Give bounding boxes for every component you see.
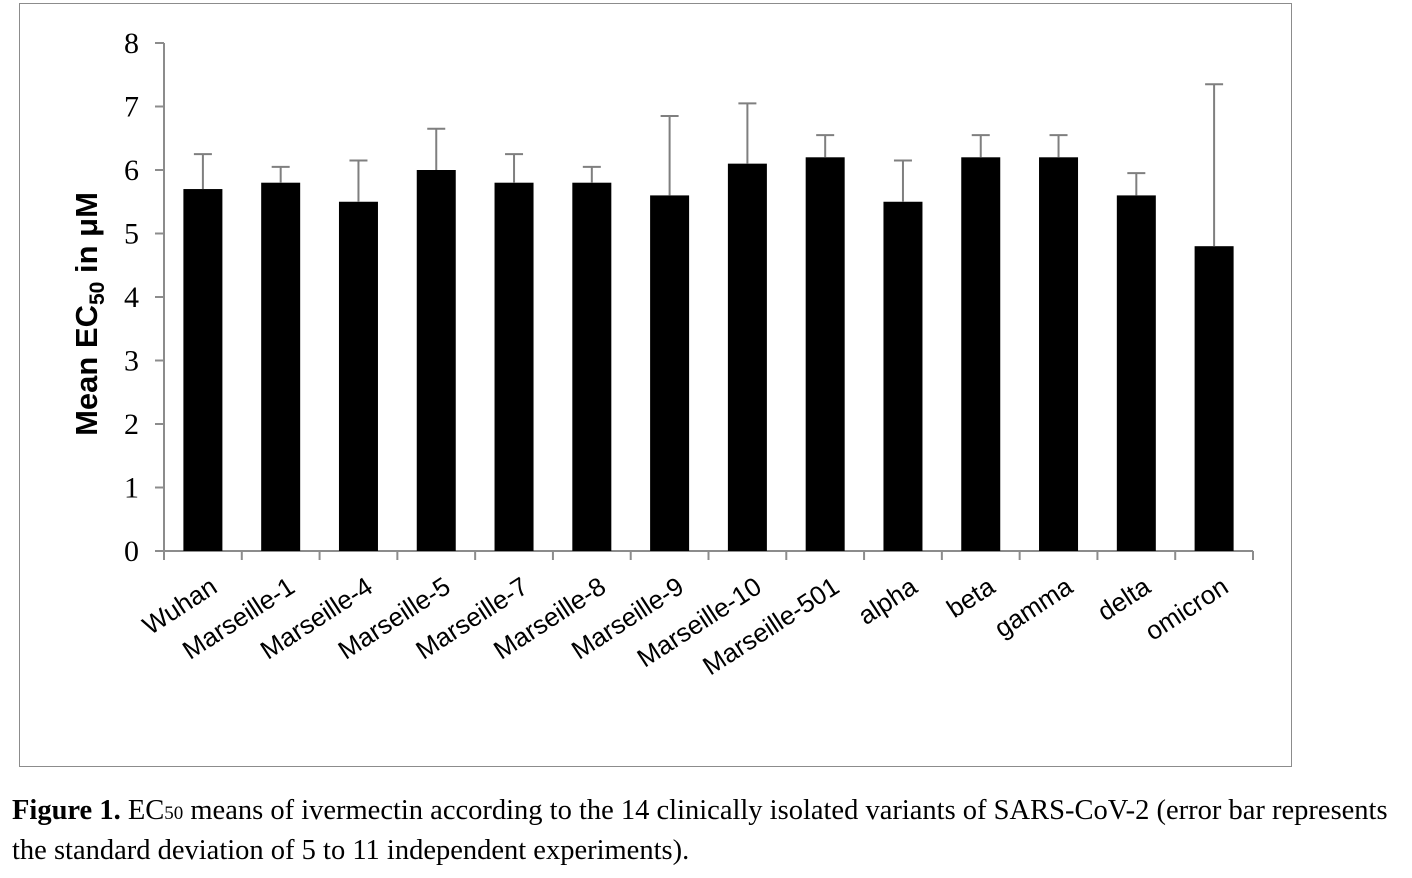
y-tick-label: 2	[124, 408, 139, 441]
error-bar-delta	[1127, 172, 1146, 196]
caption-label: Figure 1.	[12, 795, 121, 826]
bar-marseille-501	[805, 157, 845, 552]
axes	[155, 42, 1254, 560]
bar-wuhan	[183, 189, 223, 552]
bar-marseille-5	[416, 170, 456, 551]
y-tick-label: 6	[124, 154, 139, 187]
bar-marseille-8	[572, 182, 612, 551]
error-bar-marseille-1	[271, 165, 290, 183]
bar-marseille-10	[727, 163, 767, 551]
bar-marseille-1	[261, 182, 301, 551]
error-bar-wuhan	[193, 153, 212, 190]
y-tick-label: 5	[124, 218, 139, 251]
error-bar-beta	[971, 134, 990, 158]
x-category-label: omicron	[1139, 571, 1233, 647]
caption-text-sub: 50	[164, 803, 184, 824]
error-bar-marseille-8	[582, 165, 601, 183]
error-bar-gamma	[1049, 134, 1068, 158]
y-tick-label: 8	[124, 27, 139, 60]
error-bar-marseille-10	[738, 102, 757, 164]
error-bar-omicron	[1205, 83, 1224, 247]
y-tick-label: 1	[124, 472, 139, 505]
y-axis-label-tail: in μM	[69, 192, 104, 282]
x-category-label: gamma	[989, 571, 1079, 644]
y-axis-label: Mean EC50 in μM	[69, 192, 109, 436]
x-category-labels: WuhanMarseille-1Marseille-4Marseille-5Ma…	[137, 571, 1233, 681]
y-tick-label: 4	[124, 281, 139, 314]
caption-text-rest: means of ivermectin according to the 14 …	[12, 795, 1388, 866]
y-axis-label-main: Mean EC	[69, 305, 104, 436]
error-bar-alpha	[893, 159, 912, 202]
bar-chart: 0 1 2 3 4 5 6 7 8 WuhanMarseille-1Marseille-4Mar…	[69, 27, 1254, 681]
y-tick-label: 3	[124, 345, 139, 378]
bar-alpha	[883, 201, 923, 551]
bar-beta	[961, 157, 1001, 552]
chart-frame: 0 1 2 3 4 5 6 7 8 Wuhan Marseille-1 Marseille-4 Mar…	[19, 3, 1292, 767]
figure-caption: Figure 1. EC50 means of ivermectin accor…	[12, 792, 1407, 869]
bar-marseille-4	[338, 201, 378, 551]
y-axis-label-sub: 50	[86, 282, 109, 305]
bar-omicron	[1194, 246, 1234, 551]
y-tick-label: 0	[124, 535, 139, 568]
error-bars	[193, 83, 1224, 247]
error-bar-marseille-9	[660, 115, 679, 196]
bar-delta	[1116, 195, 1156, 551]
error-bar-marseille-7	[505, 153, 524, 183]
bar-marseille-9	[650, 195, 690, 551]
bar-gamma	[1039, 157, 1079, 552]
x-category-label: alpha	[853, 571, 923, 631]
y-tick-label: 7	[124, 91, 139, 124]
bar-marseille-7	[494, 182, 534, 551]
error-bar-marseille-501	[816, 134, 835, 158]
error-bar-marseille-4	[349, 159, 368, 202]
y-tick-labels: 0 1 2 3 4 5 6 7 8	[124, 27, 139, 568]
caption-text-ec: EC	[120, 795, 165, 826]
bars	[183, 157, 1234, 552]
error-bar-marseille-5	[427, 127, 446, 170]
